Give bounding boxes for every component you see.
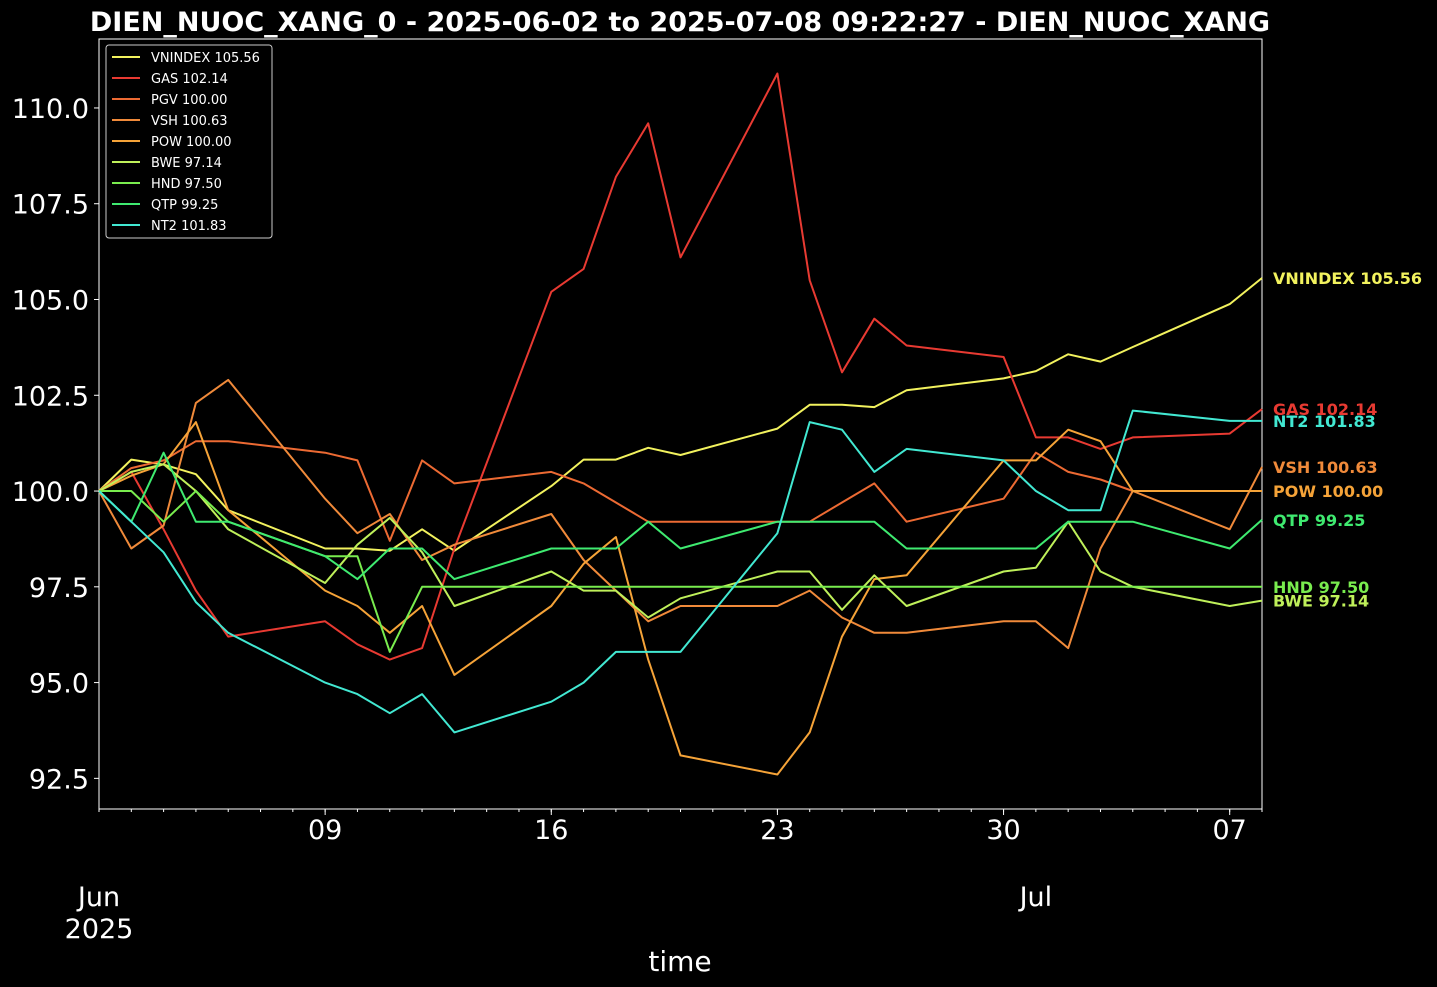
series-end-label: GAS 102.14 <box>1273 400 1377 419</box>
series-end-label: HND 97.50 <box>1273 578 1369 597</box>
legend-entry: POW 100.00 <box>151 135 232 150</box>
y-tick-label: 105.0 <box>12 285 89 316</box>
y-tick-label: 102.5 <box>12 381 89 412</box>
legend-entry: VNINDEX 105.56 <box>151 51 260 66</box>
legend-entry: PGV 100.00 <box>151 93 227 108</box>
y-tick-label: 107.5 <box>12 190 89 221</box>
y-tick-label: 92.5 <box>29 764 89 795</box>
series-line-5 <box>98 463 1263 619</box>
x-axis-label: time <box>648 945 711 978</box>
legend-entry: GAS 102.14 <box>151 72 228 87</box>
series-end-label: POW 100.00 <box>1273 482 1383 501</box>
legend-box <box>105 44 273 239</box>
x-month-label: Jul <box>1018 882 1053 913</box>
series-layer <box>98 72 1263 776</box>
x-month-label: Jun <box>76 882 120 913</box>
series-end-label: VSH 100.63 <box>1273 458 1378 477</box>
series-line-3 <box>98 378 1263 650</box>
y-axis: 92.5 95.0 97.5 100.0 102.5 105.0 107.5 110.0 <box>12 94 99 795</box>
legend-entry: VSH 100.63 <box>151 114 228 129</box>
legend-entry: HND 97.50 <box>151 177 222 192</box>
x-tick-label: 23 <box>760 815 794 846</box>
x-tick-label: 09 <box>308 815 342 846</box>
legend: VNINDEX 105.56 GAS 102.14 PGV 100.00 VSH 10… <box>105 44 273 239</box>
end-labels: VNINDEX 105.56 GAS 102.14 VSH 100.63 POW 10… <box>1273 269 1422 611</box>
y-tick-label: 100.0 <box>12 477 89 508</box>
series-line-8 <box>98 409 1262 734</box>
x-tick-label: 07 <box>1213 815 1247 846</box>
series-end-label: VNINDEX 105.56 <box>1273 269 1422 288</box>
y-tick-label: 97.5 <box>29 573 89 604</box>
x-tick-label: 30 <box>986 815 1020 846</box>
x-tick-label: 16 <box>534 815 568 846</box>
y-tick-label: 95.0 <box>29 669 89 700</box>
chart-title: DIEN_NUOC_XANG_0 - 2025-06-02 to 2025-07… <box>90 7 1270 38</box>
series-line-7 <box>98 451 1263 581</box>
x-year-label: 2025 <box>65 914 134 945</box>
legend-entry: QTP 99.25 <box>151 198 218 213</box>
series-end-label: BWE 97.14 <box>1273 592 1369 611</box>
legend-entry: BWE 97.14 <box>151 156 222 171</box>
series-end-label: NT2 101.83 <box>1273 412 1376 431</box>
y-tick-label: 110.0 <box>12 94 89 125</box>
series-line-1 <box>98 72 1263 661</box>
series-line-0 <box>98 277 1263 552</box>
series-end-label: QTP 99.25 <box>1273 511 1365 530</box>
legend-entry: NT2 101.83 <box>151 219 227 234</box>
series-line-4 <box>98 421 1262 776</box>
